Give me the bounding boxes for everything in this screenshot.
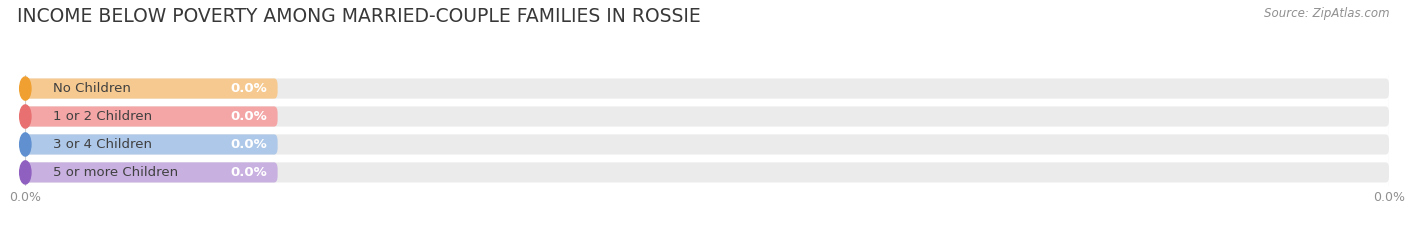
Circle shape [20,161,31,184]
Text: No Children: No Children [52,82,131,95]
FancyBboxPatch shape [25,134,277,154]
FancyBboxPatch shape [25,106,277,127]
Text: 0.0%: 0.0% [231,138,267,151]
Circle shape [20,133,31,156]
Text: 0.0%: 0.0% [231,82,267,95]
Circle shape [20,105,31,128]
FancyBboxPatch shape [25,79,277,99]
Text: 1 or 2 Children: 1 or 2 Children [52,110,152,123]
Text: Source: ZipAtlas.com: Source: ZipAtlas.com [1264,7,1389,20]
Text: 0.0%: 0.0% [231,110,267,123]
FancyBboxPatch shape [25,106,1389,127]
Text: 5 or more Children: 5 or more Children [52,166,177,179]
Text: 3 or 4 Children: 3 or 4 Children [52,138,152,151]
FancyBboxPatch shape [25,162,277,182]
Circle shape [20,77,31,100]
FancyBboxPatch shape [25,79,1389,99]
Text: INCOME BELOW POVERTY AMONG MARRIED-COUPLE FAMILIES IN ROSSIE: INCOME BELOW POVERTY AMONG MARRIED-COUPL… [17,7,700,26]
FancyBboxPatch shape [25,134,1389,154]
FancyBboxPatch shape [25,162,1389,182]
Text: 0.0%: 0.0% [231,166,267,179]
